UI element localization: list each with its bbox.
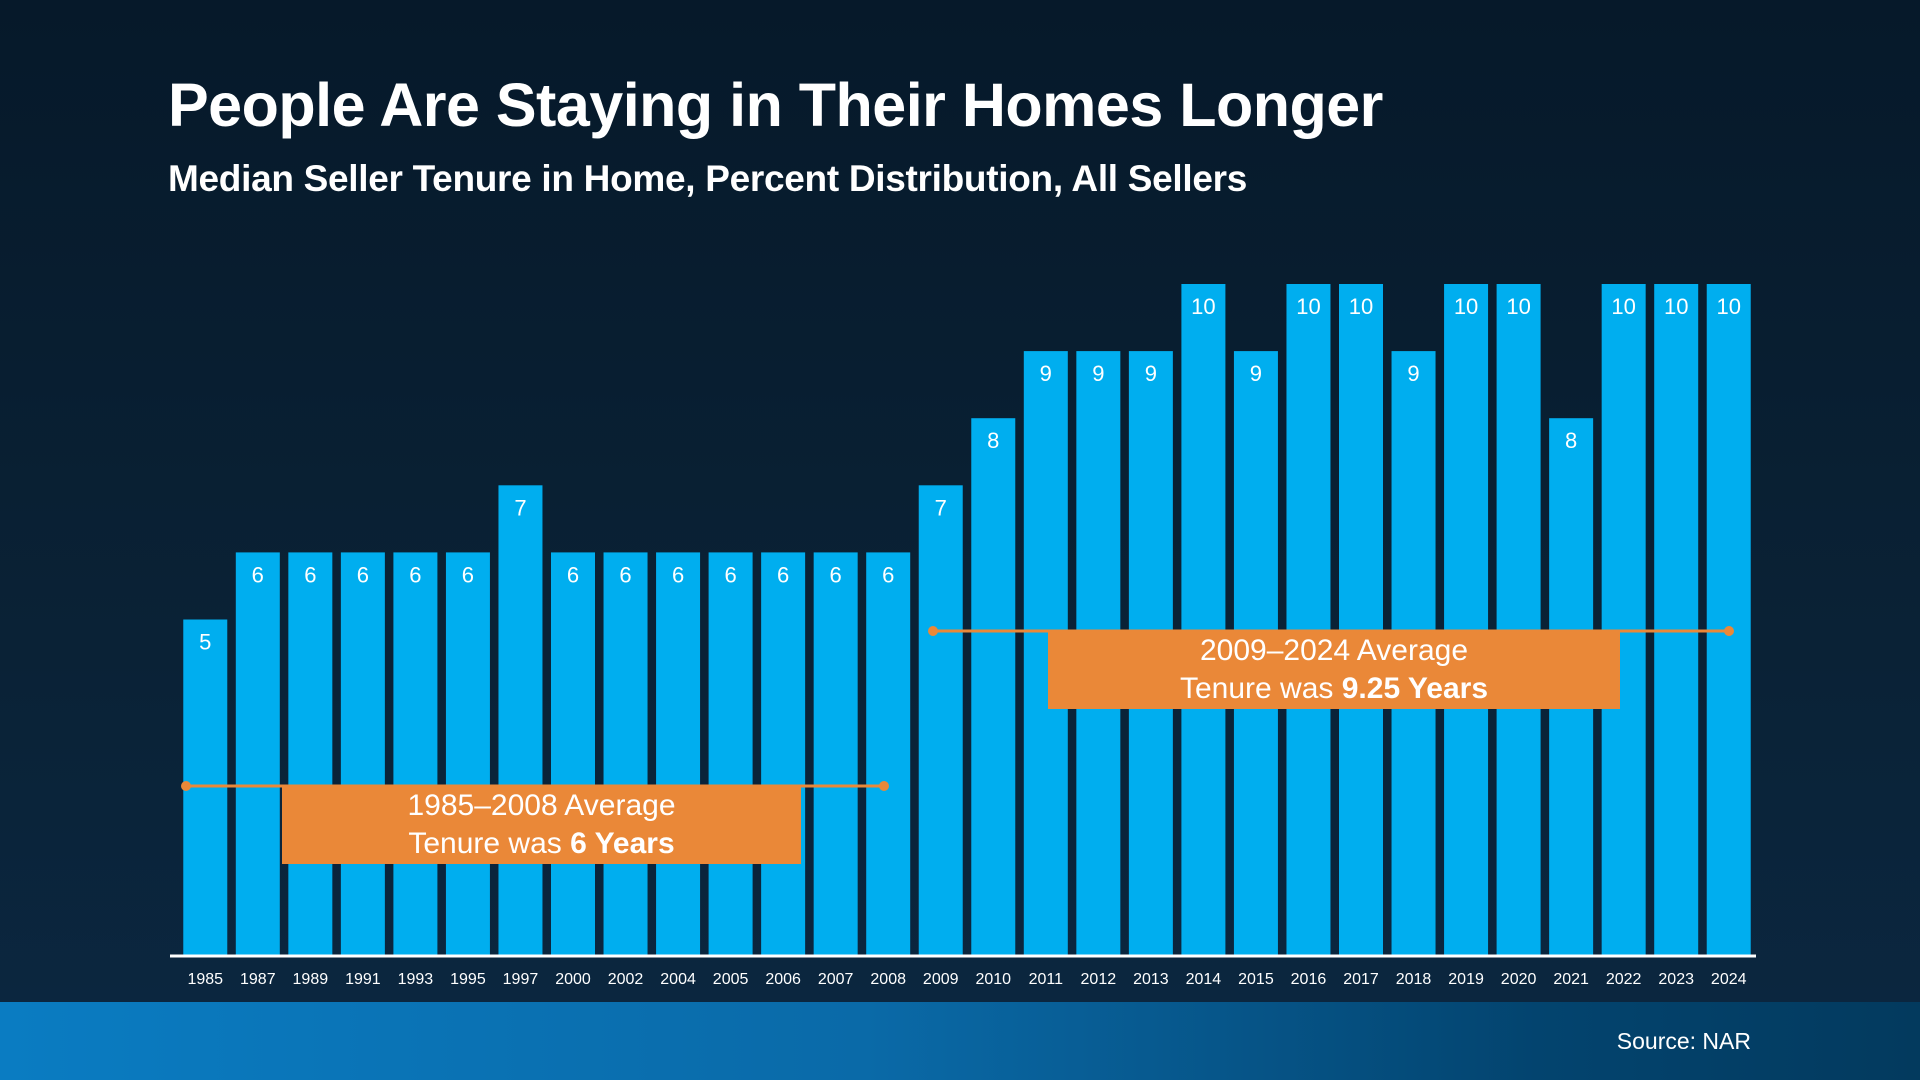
data-label-1995: 6 [462, 562, 474, 587]
x-tick-label-2004: 2004 [660, 971, 696, 988]
bar-2000 [551, 552, 595, 955]
bar-2016 [1286, 284, 1331, 955]
annotation-prefix: Tenure was [408, 827, 571, 860]
annotation-line2: Tenure was 6 Years [282, 825, 801, 863]
x-tick-label-2014: 2014 [1186, 971, 1222, 988]
data-label-2015: 9 [1250, 361, 1262, 386]
x-tick-label-2013: 2013 [1133, 971, 1169, 988]
bar-1989 [288, 552, 333, 955]
data-label-2005: 6 [724, 562, 736, 587]
bar-2019 [1444, 284, 1489, 955]
annotation-value: 9.25 Years [1341, 672, 1488, 705]
x-tick-label-2021: 2021 [1553, 971, 1589, 988]
x-tick-label-1987: 1987 [240, 971, 276, 988]
source-label: Source: NAR [1616, 1028, 1751, 1054]
annotation-prefix: Tenure was [1179, 672, 1342, 705]
data-label-2017: 10 [1349, 294, 1373, 319]
bar-1997 [498, 485, 543, 955]
data-label-2023: 10 [1664, 294, 1688, 319]
x-tick-label-2012: 2012 [1081, 971, 1117, 988]
x-tick-label-2002: 2002 [608, 971, 644, 988]
x-tick-label-2022: 2022 [1606, 971, 1642, 988]
bar-2023 [1654, 284, 1699, 955]
x-tick-label-2011: 2011 [1029, 971, 1064, 988]
data-label-1985: 5 [199, 630, 211, 655]
data-label-2000: 6 [567, 562, 579, 587]
bar-2004 [656, 552, 701, 955]
data-label-2008: 6 [882, 562, 894, 587]
annotation-line1: 1985–2008 Average [407, 789, 676, 822]
bar-2017 [1339, 284, 1383, 955]
data-label-2018: 9 [1407, 361, 1419, 386]
data-label-1993: 6 [409, 562, 421, 587]
annotation-line2: Tenure was 9.25 Years [1048, 670, 1620, 708]
x-tick-label-2019: 2019 [1448, 971, 1484, 988]
data-label-2009: 7 [935, 495, 947, 520]
annotation-line1: 2009–2024 Average [1199, 634, 1469, 667]
x-tick-label-1995: 1995 [450, 971, 486, 988]
x-tick-label-1993: 1993 [398, 971, 434, 988]
x-tick-label-2000: 2000 [555, 971, 591, 988]
data-label-2019: 10 [1454, 294, 1478, 319]
bar-2022 [1601, 284, 1646, 955]
bar-2002 [603, 552, 648, 955]
annotation-value: 6 Years [570, 827, 675, 860]
x-tick-label-2016: 2016 [1291, 971, 1327, 988]
bar-1991 [340, 552, 385, 955]
x-tick-label-2005: 2005 [713, 971, 749, 988]
bar-2020 [1496, 284, 1541, 955]
data-label-2006: 6 [777, 562, 789, 587]
chart-subtitle: Median Seller Tenure in Home, Percent Di… [168, 158, 1248, 199]
chart-title: People Are Staying in Their Homes Longer [168, 71, 1383, 139]
bar-2009 [918, 485, 963, 955]
bar-2010 [971, 418, 1016, 955]
data-label-1997: 7 [514, 495, 526, 520]
data-label-1989: 6 [304, 562, 316, 587]
data-label-2012: 9 [1092, 361, 1104, 386]
footer-band [0, 1002, 1920, 1080]
bar-1993 [393, 552, 438, 955]
data-label-2020: 10 [1506, 294, 1530, 319]
data-label-2004: 6 [672, 562, 684, 587]
x-tick-label-2008: 2008 [870, 971, 906, 988]
data-label-2011: 9 [1040, 361, 1052, 386]
bar-2008 [866, 552, 911, 955]
x-tick-label-1997: 1997 [503, 971, 539, 988]
x-tick-label-2007: 2007 [818, 971, 854, 988]
data-label-2016: 10 [1296, 294, 1320, 319]
data-label-1987: 6 [252, 562, 264, 587]
x-tick-label-2024: 2024 [1711, 971, 1747, 988]
annotation-1985-2008: 1985–2008 Average Tenure was 6 Years [282, 786, 801, 864]
data-label-2007: 6 [830, 562, 842, 587]
data-label-2022: 10 [1611, 294, 1635, 319]
x-tick-label-2023: 2023 [1658, 971, 1694, 988]
x-tick-label-2015: 2015 [1238, 971, 1274, 988]
x-tick-label-2018: 2018 [1396, 971, 1432, 988]
x-tick-label-1991: 1991 [345, 971, 381, 988]
bar-1987 [235, 552, 280, 955]
data-label-2021: 8 [1565, 428, 1577, 453]
annotation-2009-2024: 2009–2024 Average Tenure was 9.25 Years [1048, 631, 1620, 709]
x-tick-label-2009: 2009 [923, 971, 959, 988]
bar-chart: 5 6 6 6 6 6 7 6 6 6 6 6 6 6 7 8 9 9 9 10 9 10 10 9 10 10 8 10 10 10 1… [181, 284, 1751, 988]
data-label-2002: 6 [619, 562, 631, 587]
data-label-2010: 8 [987, 428, 999, 453]
bar-2014 [1181, 284, 1226, 955]
bar-2007 [813, 552, 858, 955]
bar-2005 [708, 552, 753, 955]
x-tick-label-1985: 1985 [187, 971, 223, 988]
x-tick-label-2017: 2017 [1343, 971, 1379, 988]
bar-2006 [761, 552, 806, 955]
bar-1995 [445, 552, 490, 955]
x-tick-label-2020: 2020 [1501, 971, 1537, 988]
data-label-1991: 6 [357, 562, 369, 587]
bar-2024 [1706, 284, 1751, 955]
x-tick-label-2006: 2006 [765, 971, 801, 988]
x-tick-label-1989: 1989 [293, 971, 329, 988]
data-label-2014: 10 [1191, 294, 1215, 319]
x-tick-label-2010: 2010 [975, 971, 1011, 988]
data-label-2013: 9 [1145, 361, 1157, 386]
data-label-2024: 10 [1716, 294, 1740, 319]
